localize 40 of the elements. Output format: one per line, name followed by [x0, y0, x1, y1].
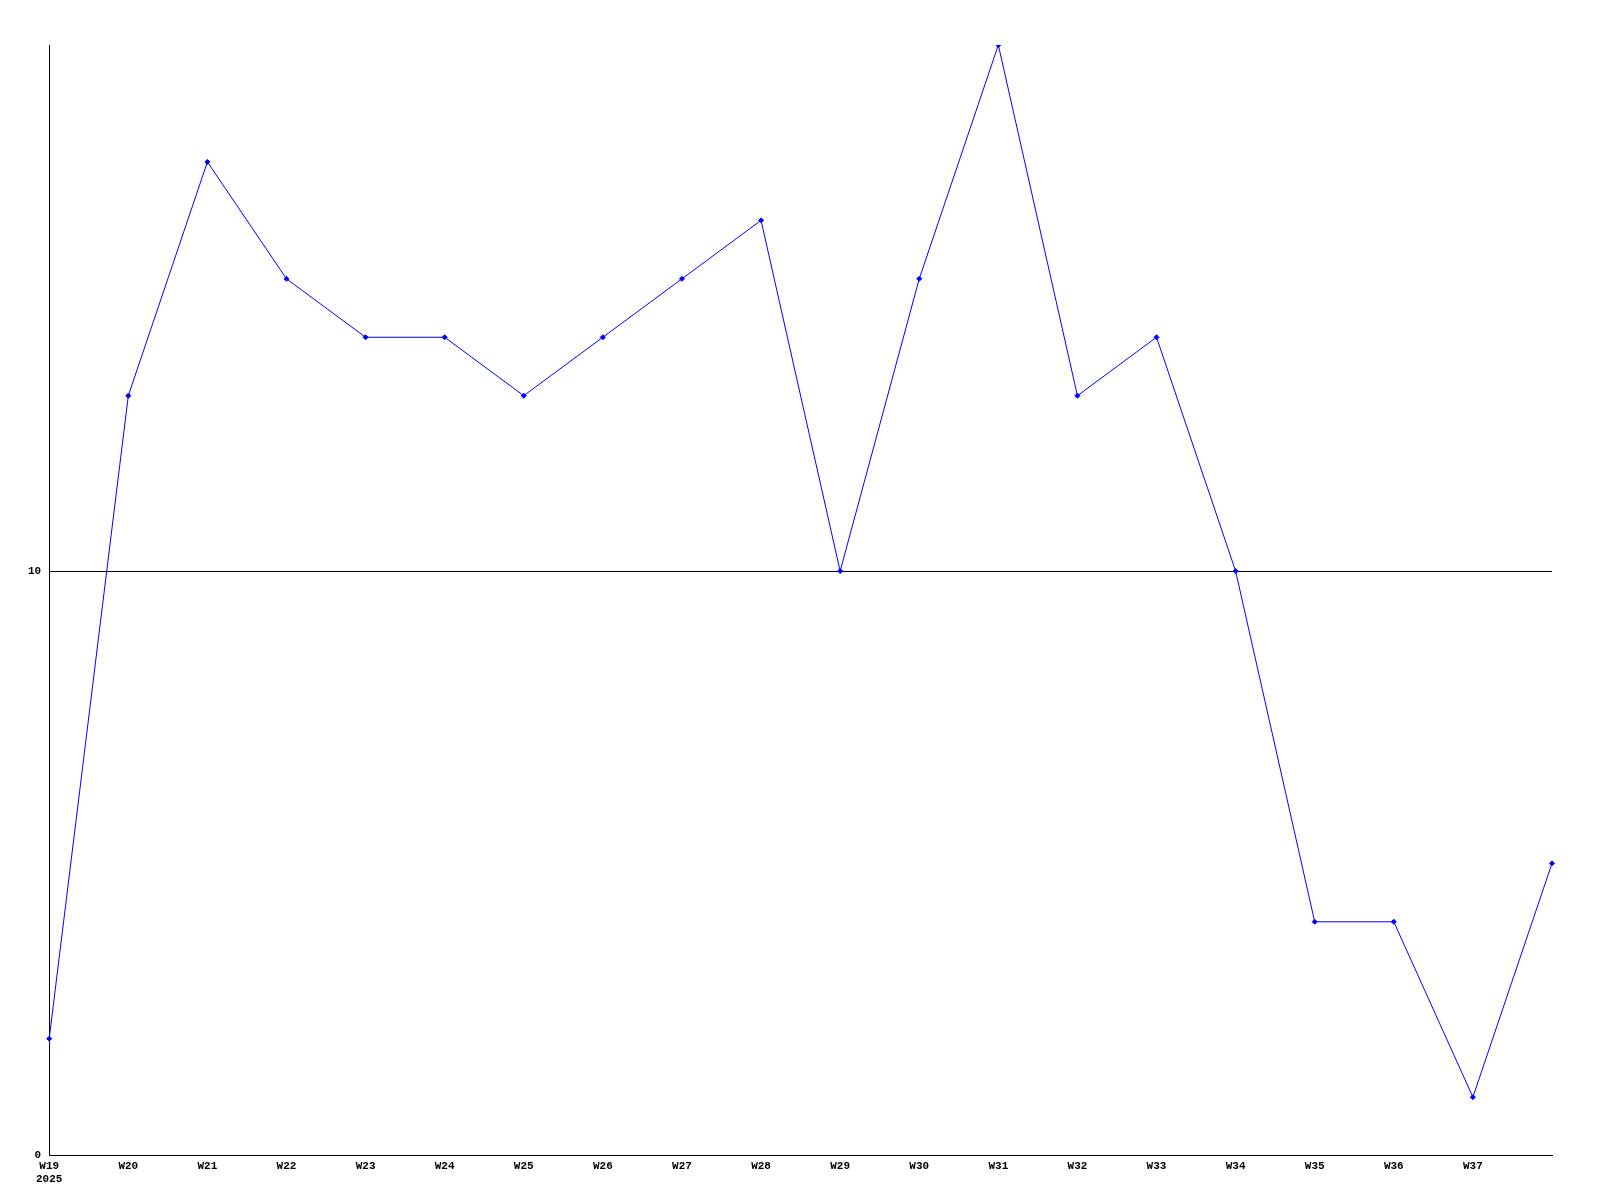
x-tick-label: W24: [434, 1159, 455, 1172]
point: [599, 334, 606, 341]
x-tick-label: W19 2025: [36, 1159, 63, 1186]
x-tick-label: W22: [276, 1159, 297, 1172]
x-tick-label: W27: [672, 1159, 692, 1172]
point: [283, 275, 290, 282]
point: [758, 217, 765, 224]
point: [1469, 1094, 1476, 1101]
point: [1232, 568, 1239, 575]
point: [441, 334, 448, 341]
point: [1390, 918, 1397, 925]
x-tick-label: W30: [909, 1159, 930, 1172]
point: [362, 334, 369, 341]
x-tick-label: W36: [1383, 1159, 1404, 1172]
point: [125, 392, 132, 399]
point: [1074, 392, 1081, 399]
x-tick-label: W35: [1304, 1159, 1326, 1172]
x-tick-label: W28: [751, 1159, 772, 1172]
y-tick-label: 10: [28, 564, 42, 577]
x-tick-label: W32: [1067, 1159, 1088, 1172]
x-tick-label: W23: [355, 1159, 376, 1172]
x-tick-label: W33: [1146, 1159, 1167, 1172]
y-tick-label: 0: [34, 1149, 42, 1162]
x-tick-label: W29: [830, 1159, 851, 1172]
x-tick-label: W21: [197, 1159, 218, 1172]
point: [837, 568, 844, 575]
x-tick-label: W26: [592, 1159, 613, 1172]
point: [1549, 860, 1555, 867]
x-tick-label: W34: [1225, 1159, 1246, 1172]
x-tick-label: W31: [988, 1159, 1009, 1172]
point: [1311, 918, 1318, 925]
point: [678, 275, 685, 282]
x-tick-label: W25: [513, 1159, 535, 1172]
point: [1153, 334, 1160, 341]
x-tick-label: W20: [118, 1159, 139, 1172]
point: [916, 275, 923, 282]
x-tick-label: W37: [1463, 1159, 1483, 1172]
point: [46, 1035, 53, 1042]
point: [204, 158, 211, 165]
point: [520, 392, 527, 399]
